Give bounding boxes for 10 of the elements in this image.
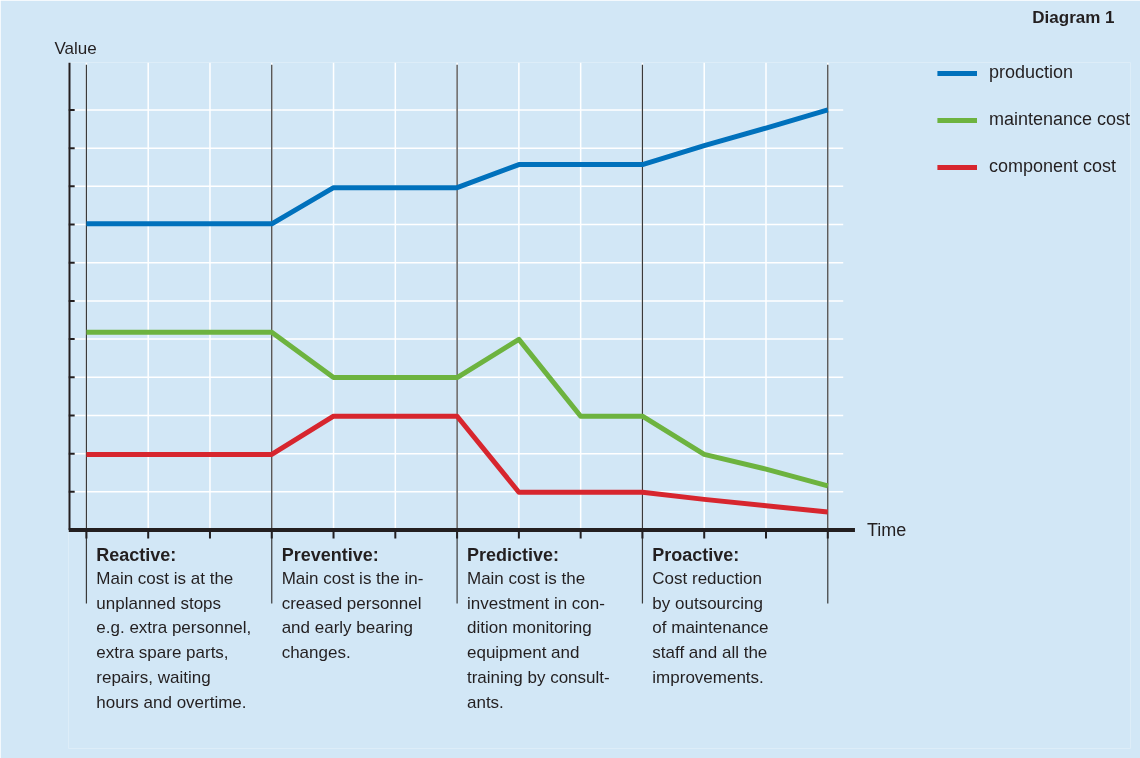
- x-axis-title: Time: [866, 520, 907, 541]
- text: Reactive: Main cost is at the unplanned stops e.g. extra personnel, extra spare parts, repairs, waiting hours and overtime.: [96, 544, 252, 712]
- text: Predictive: Main cost is the investment in con- dition monitoring equipment and training by consult- ants.: [466, 544, 610, 712]
- text: Proactive: Cost reduction by outsourcing of maintenance staff and all the improvements.: [652, 544, 769, 687]
- text: Diagram 1: [1032, 7, 1115, 27]
- legend-label: maintenance cost: [988, 109, 1130, 130]
- text: Preventive: Main cost is the in- creased personnel and early bearing changes.: [281, 544, 424, 663]
- y-axis-title: Value: [54, 38, 97, 58]
- legend-label: component cost: [988, 156, 1116, 177]
- legend-label: production: [988, 62, 1073, 83]
